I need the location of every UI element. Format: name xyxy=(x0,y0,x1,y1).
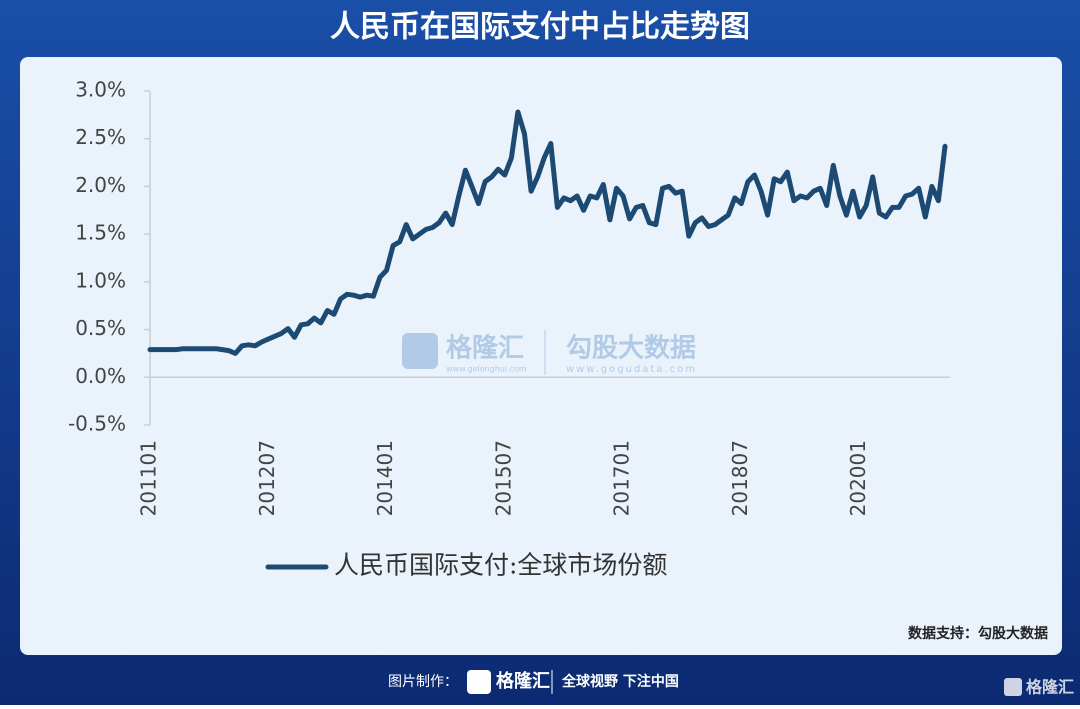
footer-brand: 格隆汇 xyxy=(496,670,550,692)
corner-logo xyxy=(1004,678,1022,696)
y-tick-label: 0.0% xyxy=(75,364,126,388)
wm-brand: 格隆汇 xyxy=(446,333,524,364)
footer-logo xyxy=(467,670,491,694)
y-tick-label: 3.0% xyxy=(75,78,126,102)
x-tick-label: 201101 xyxy=(137,440,161,516)
title: 人民币在国际支付中占比走势图 xyxy=(330,10,750,45)
y-tick-label: 2.5% xyxy=(75,125,126,149)
y-tick-label: -0.5% xyxy=(68,412,126,436)
y-tick-label: 1.0% xyxy=(75,268,126,292)
corner-brand: 格隆汇 xyxy=(1026,678,1074,697)
footer-slogan: 全球视野 下注中国 xyxy=(561,673,679,690)
x-tick-label: 202001 xyxy=(846,440,870,516)
y-tick-label: 1.5% xyxy=(75,221,126,245)
wm-partner-url: www.gogudata.com xyxy=(566,364,697,375)
y-tick-label: 2.0% xyxy=(75,173,126,197)
wm-logo xyxy=(402,333,438,369)
y-tick-label: 0.5% xyxy=(75,316,126,340)
footer-made-by: 图片制作： xyxy=(388,674,458,690)
x-tick-label: 201807 xyxy=(728,440,752,516)
x-tick-label: 201507 xyxy=(491,440,515,516)
panel xyxy=(20,57,1062,655)
wm-partner: 勾股大数据 xyxy=(566,334,696,364)
x-tick-label: 201207 xyxy=(255,440,279,516)
source: 数据支持：勾股大数据 xyxy=(908,625,1048,642)
wm-brand-url: www.gelonghui.com xyxy=(446,365,527,374)
series-line xyxy=(147,109,948,356)
legend-label: 人民币国际支付:全球市场份额 xyxy=(334,551,667,580)
x-tick-label: 201401 xyxy=(373,440,397,516)
x-tick-label: 201701 xyxy=(610,440,634,516)
watermark: 格隆汇 www.gelonghui.com 勾股大数据 www.gogudata… xyxy=(402,330,697,375)
